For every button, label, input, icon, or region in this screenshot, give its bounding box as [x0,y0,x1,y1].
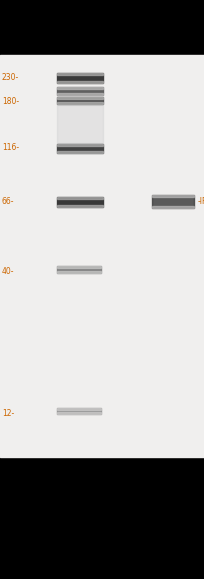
Bar [57,408,101,410]
Bar [57,87,103,95]
Bar [152,206,194,208]
Text: -IFIT2: -IFIT2 [198,197,204,207]
Bar [57,266,101,268]
Bar [152,195,194,197]
Bar [57,105,103,143]
Bar [57,197,103,207]
Bar [152,195,194,208]
Bar [57,271,101,273]
Bar [0,55,204,457]
Text: 12-: 12- [2,409,14,417]
Bar [57,73,103,83]
Bar [57,151,103,153]
Bar [57,197,103,199]
Bar [57,408,101,414]
Text: 180-: 180- [2,97,19,105]
Bar [57,144,103,146]
Bar [57,412,101,414]
Bar [57,205,103,207]
Bar [57,87,103,89]
Bar [57,266,101,273]
Text: 116-: 116- [2,144,19,152]
Bar [57,144,103,153]
Bar [57,102,103,104]
Bar [57,81,103,83]
Bar [57,73,103,75]
Bar [57,97,103,99]
Text: 40-: 40- [2,266,14,276]
Text: 66-: 66- [2,197,14,207]
Text: 230-: 230- [2,72,19,82]
Bar [57,97,103,104]
Bar [57,93,103,95]
